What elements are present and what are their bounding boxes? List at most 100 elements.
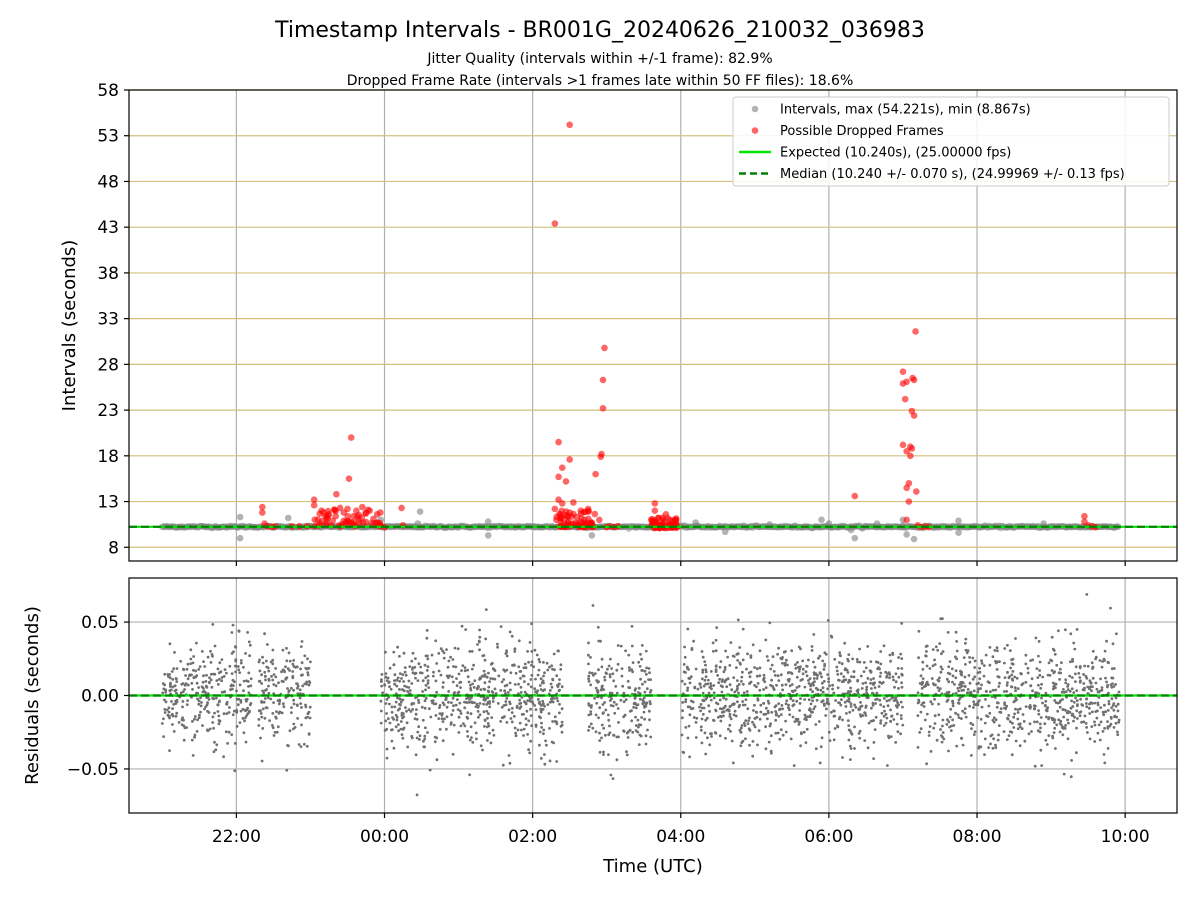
residual-point [858,729,862,733]
residual-point [637,723,641,727]
residual-point [195,674,199,677]
residual-point [424,684,428,687]
residual-point [789,671,793,675]
residual-point [800,731,803,735]
residual-point [262,700,266,704]
residual-point [491,691,495,694]
residual-point [781,688,784,692]
residual-point [216,667,220,671]
residual-point [398,679,401,683]
residual-point [997,675,1001,679]
residual-point [1069,660,1072,664]
residual-point [1016,711,1020,714]
residual-point [1051,681,1055,685]
residual-point [768,724,772,728]
residual-point [513,726,517,730]
residual-point [727,727,730,731]
residual-point [533,648,537,652]
residual-point [983,737,987,741]
residual-point [550,685,554,689]
residual-point [1082,673,1085,676]
residual-point [466,675,470,679]
residual-point [1060,723,1063,727]
residual-point [272,701,275,704]
residual-point [817,656,820,660]
dropped-frame-point [350,518,357,526]
residual-point [1078,714,1082,718]
residual-point [407,708,411,712]
residual-point [608,675,612,679]
residual-point [712,691,716,695]
residual-point [700,650,704,653]
residual-point [959,681,963,684]
residual-point [529,678,533,681]
residual-point [288,659,292,663]
residual-point [261,661,265,665]
dropped-frame-point [566,121,573,129]
residual-point [261,727,265,730]
residual-point [889,719,892,723]
residual-point [744,698,748,701]
residual-point [1008,649,1012,652]
residual-point [899,717,903,720]
y-tick-label: 48 [97,172,119,192]
residual-point [940,667,944,671]
residual-point [167,675,170,678]
residual-point [231,713,235,717]
residual-point [213,740,216,744]
residual-point [952,724,956,727]
residual-point [160,722,164,725]
residual-point [272,673,276,676]
residual-point [594,686,598,690]
residual-point [879,650,883,653]
residual-point [308,681,312,684]
residual-point [775,712,778,716]
residual-point [841,756,844,759]
dropped-frame-point [558,514,566,522]
residual-point [608,673,612,676]
residual-point [875,697,879,701]
residual-point [1111,682,1114,686]
residual-point [207,698,211,701]
residual-point [228,664,232,668]
residual-point [558,702,561,706]
residual-point [478,648,481,652]
residual-point [715,626,719,629]
residual-point [737,691,740,695]
residual-point [721,678,724,682]
residual-point [718,665,722,669]
residual-point [1072,641,1076,645]
residual-point [468,773,471,777]
residual-point [445,727,448,731]
residual-point [300,673,303,677]
residual-point [1040,682,1043,686]
residual-point [640,644,644,647]
residual-point [647,709,651,713]
residual-point [821,690,825,694]
residual-point [484,608,488,611]
residual-point [1011,657,1015,661]
residual-point [954,711,957,715]
residual-point [755,667,759,671]
residual-point [513,683,517,686]
residual-point [228,706,231,709]
interval-point [818,516,825,524]
residual-point [1085,593,1089,596]
residual-point [927,730,931,734]
residual-point [493,687,497,691]
residual-point [858,647,861,651]
residual-point [607,664,611,668]
residual-point [756,682,760,685]
residual-point [888,698,891,702]
residual-point [173,684,177,688]
residual-point [206,655,210,659]
residual-point [746,722,750,725]
residual-point [632,706,635,709]
residual-point [747,727,751,731]
residual-point [435,758,439,762]
residual-point [482,710,486,714]
residuals-panel: −0.050.000.05 22:00 00:00 02:00 04:00 06:00 0… [22,577,1178,847]
residual-point [968,656,971,659]
residual-point [544,739,547,743]
residual-point [795,675,799,679]
